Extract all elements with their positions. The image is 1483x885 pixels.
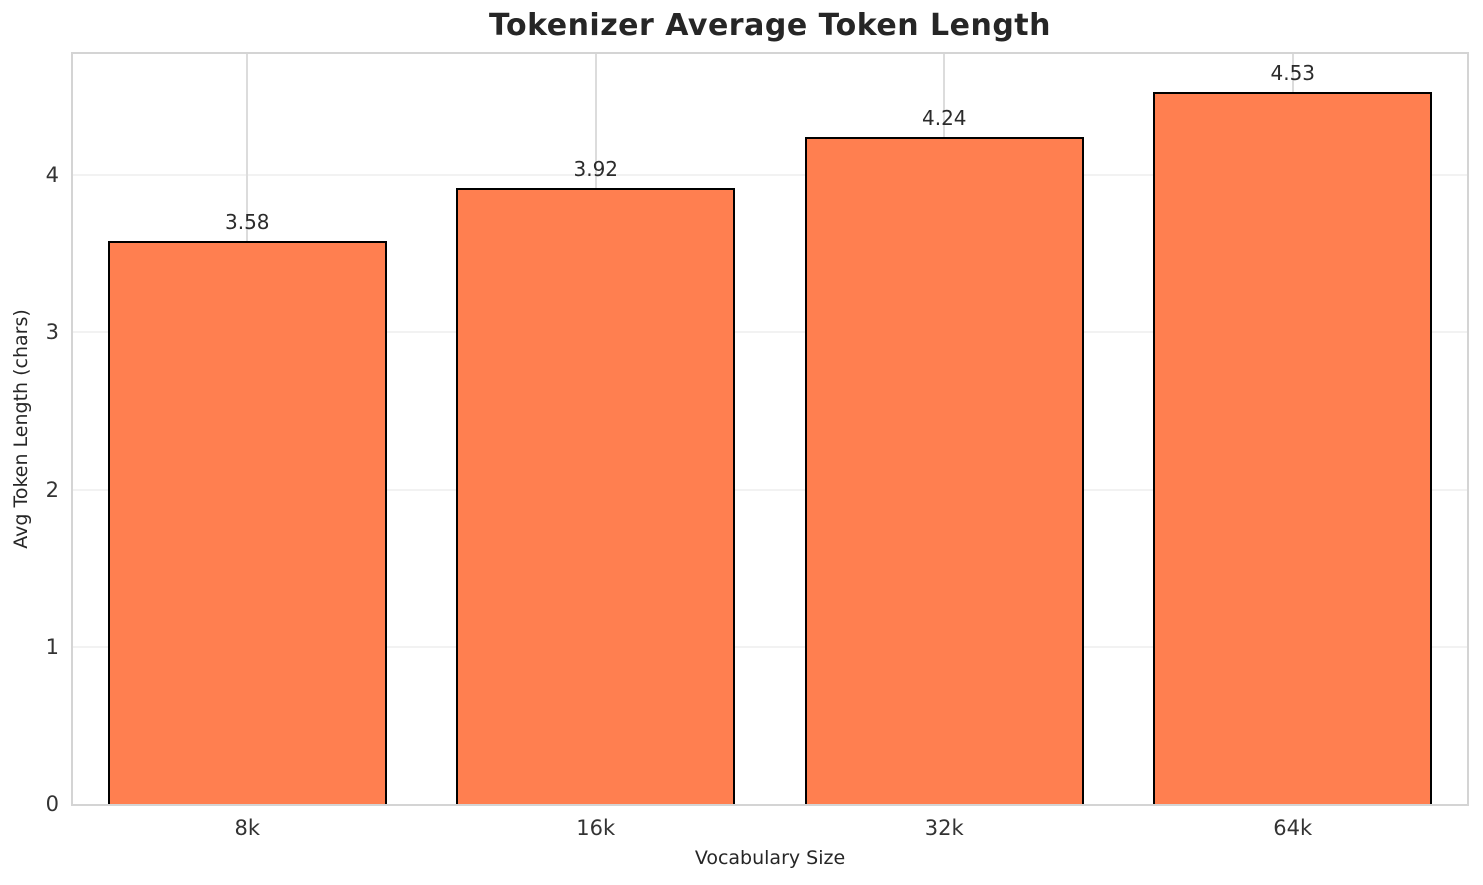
bar-16k	[456, 187, 736, 804]
y-axis-label: Avg Token Length (chars)	[10, 309, 32, 549]
horizontal-gridline	[73, 331, 1467, 334]
bar-value-label: 4.53	[1270, 60, 1316, 85]
bar-value-label: 4.24	[921, 106, 967, 131]
horizontal-gridline	[73, 174, 1467, 177]
bar-64k	[1153, 91, 1433, 804]
x-tick-label-16k: 16k	[576, 816, 616, 840]
bar-value-label: 3.92	[573, 156, 619, 181]
x-tick-label-64k: 64k	[1273, 816, 1313, 840]
bar-8k	[107, 241, 387, 804]
y-tick-label: 2	[45, 477, 59, 502]
horizontal-gridline	[73, 645, 1467, 648]
horizontal-gridline	[73, 488, 1467, 491]
x-tick-label-32k: 32k	[924, 816, 964, 840]
plot-area: 0 1 2 3 4 3.58 8k 3.92 16k 4.24 32k 4.53 64k	[46, 52, 1469, 840]
y-tick-label: 3	[45, 320, 59, 345]
y-tick-label: 4	[45, 163, 59, 188]
x-tick-label-8k: 8k	[234, 816, 261, 840]
bar-32k	[804, 137, 1084, 804]
bar-value-label: 3.58	[224, 210, 270, 235]
y-tick-label: 1	[45, 634, 59, 659]
x-axis-label: Vocabulary Size	[694, 847, 846, 869]
y-tick-label: 0	[45, 792, 59, 816]
chart-title: Tokenizer Average Token Length	[488, 8, 1051, 43]
